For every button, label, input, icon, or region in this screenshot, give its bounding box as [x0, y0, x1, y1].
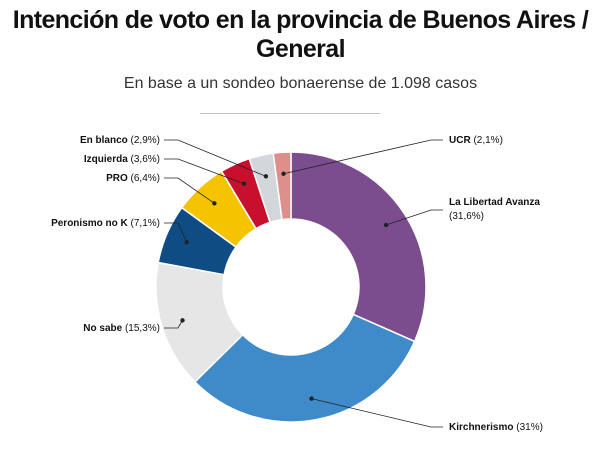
label-izquierda: Izquierda (3,6%) [84, 154, 160, 165]
label-peronismo-no-k: Peronismo no K (7,1%) [51, 218, 160, 229]
label-la-libertad-avanza: La Libertad Avanza (31,6%) [449, 197, 540, 222]
leader-dot-kirchnerismo [309, 396, 314, 401]
chart-subtitle: En base a un sondeo bonaerense de 1.098 … [123, 75, 478, 92]
leader-dot-no-sabe [180, 318, 185, 323]
title-divider [200, 113, 380, 114]
slice-ucr [272, 151, 292, 221]
leader-lines [164, 139, 443, 428]
slice-labels: La Libertad Avanza (31,6%) Kirchnerismo (3… [51, 135, 543, 433]
leader-dot-pro [212, 201, 217, 206]
leader-dot-izquierda [241, 181, 247, 186]
leader-en-blanco [164, 139, 267, 177]
chart-title: Intención de voto en la provincia de Bue… [12, 6, 589, 63]
leader-peronismo-no-k [164, 222, 188, 243]
label-kirchnerismo: Kirchnerismo (31%) [449, 422, 543, 433]
leader-izquierda [164, 158, 245, 185]
leader-pro [164, 177, 215, 204]
leader-dot-la-libertad-avanza [383, 222, 389, 228]
donut-slices [155, 151, 427, 423]
leader-la-libertad-avanza [385, 209, 443, 226]
leader-dot-ucr [281, 171, 286, 176]
leader-ucr [283, 139, 443, 175]
label-en-blanco: En blanco (2,9%) [80, 135, 160, 146]
label-ucr: UCR (2,1%) [449, 135, 503, 146]
leader-dot-en-blanco [263, 174, 269, 179]
leader-kirchnerismo [311, 398, 443, 428]
label-no-sabe: No sabe (15,3%) [83, 323, 160, 334]
leader-dot-peronismo-no-k [184, 240, 189, 245]
label-pro: PRO (6,4%) [106, 173, 160, 184]
slice-kirchnerismo [193, 313, 416, 423]
slice-la-libertad-avanza [290, 151, 427, 343]
leader-no-sabe [164, 320, 183, 329]
